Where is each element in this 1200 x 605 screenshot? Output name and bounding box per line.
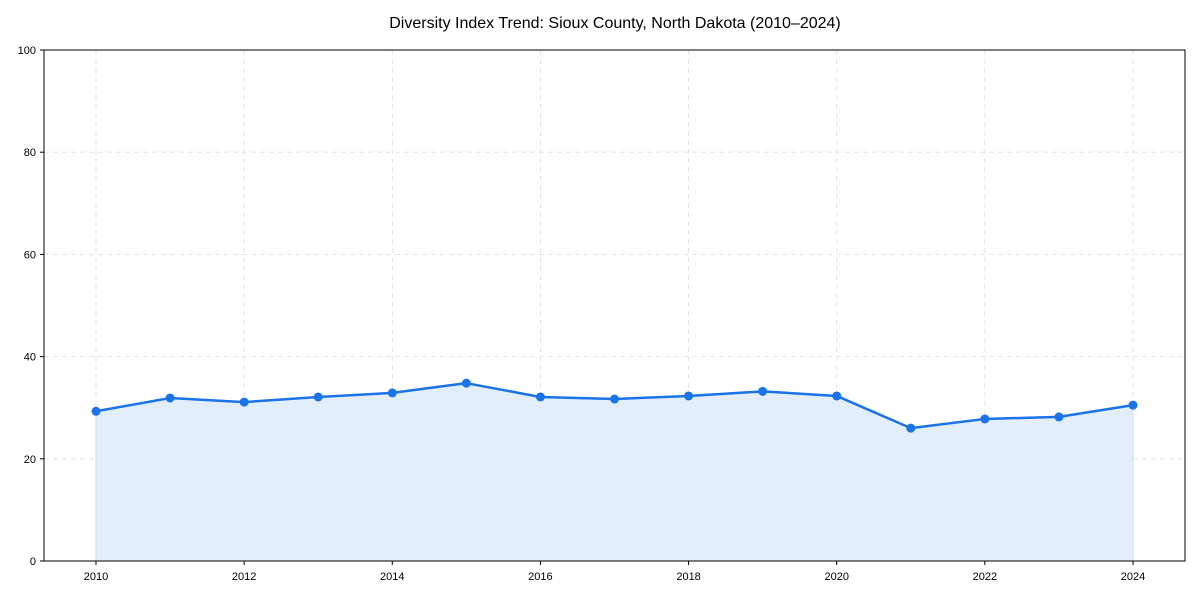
x-tick-label: 2024 [1121, 571, 1145, 583]
x-tick-label: 2016 [528, 571, 552, 583]
data-point [91, 406, 101, 416]
y-tick-label: 80 [24, 147, 36, 159]
data-point [461, 378, 471, 388]
data-point [610, 394, 619, 404]
x-tick-label: 2014 [380, 571, 404, 583]
data-point [313, 392, 323, 402]
data-point [165, 393, 175, 403]
data-point [1128, 400, 1138, 410]
area-fill [95, 382, 1134, 562]
data-point [239, 397, 249, 407]
y-tick-label: 100 [18, 45, 36, 57]
data-point [758, 386, 768, 396]
data-point [1054, 412, 1064, 422]
y-tick-label: 0 [30, 556, 36, 568]
x-tick-label: 2022 [973, 571, 997, 583]
x-tick-label: 2018 [676, 571, 700, 583]
data-point [535, 392, 545, 402]
x-tick-label: 2020 [824, 571, 848, 583]
x-tick-label: 2010 [84, 571, 108, 583]
data-point [387, 388, 397, 398]
y-tick-label: 60 [24, 249, 36, 261]
data-point [906, 423, 916, 433]
plot-frame [43, 49, 1186, 562]
data-point [684, 391, 694, 401]
data-point [980, 414, 990, 424]
y-tick-label: 40 [24, 352, 36, 364]
chart-title: Diversity Index Trend: Sioux County, Nor… [389, 15, 841, 32]
x-tick-label: 2012 [232, 571, 256, 583]
data-point [832, 391, 842, 401]
y-tick-label: 20 [24, 454, 36, 466]
